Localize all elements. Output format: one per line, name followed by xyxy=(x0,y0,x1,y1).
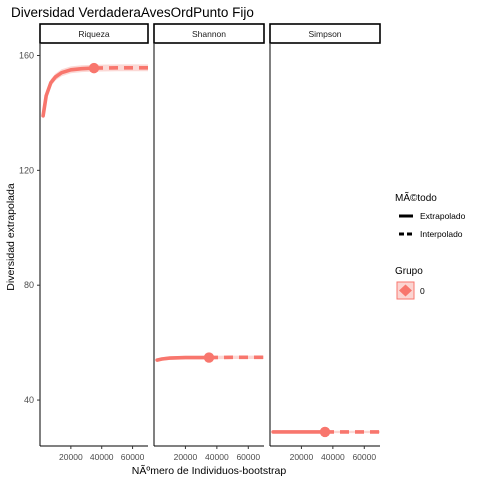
x-tick-label: 20000 xyxy=(174,452,198,462)
legend-method-item-label: Extrapolado xyxy=(420,211,466,221)
x-tick-label: 40000 xyxy=(321,452,345,462)
x-axis-title: NÃºmero de Individuos-bootstrap xyxy=(132,464,287,477)
facet-panels: Riqueza 20000 40000 60000 Shannon 20000 40000 6… xyxy=(40,24,380,462)
interpolated-line xyxy=(157,358,209,361)
facet-panel-simpson: Simpson 20000 40000 60000 xyxy=(270,24,380,462)
facet-strip-label: Shannon xyxy=(192,29,226,39)
x-tick-label: 60000 xyxy=(236,452,260,462)
reference-point xyxy=(89,63,99,73)
y-axis-title: Diversidad extrapolada xyxy=(5,183,17,291)
reference-point xyxy=(204,352,214,362)
facet-panel-riqueza: Riqueza 20000 40000 60000 xyxy=(40,24,148,462)
x-tick-label: 60000 xyxy=(352,452,376,462)
x-tick-label: 40000 xyxy=(205,452,229,462)
y-tick-label: 120 xyxy=(19,165,34,175)
facet-panel-shannon: Shannon 20000 40000 60000 xyxy=(154,24,264,462)
legend-method-title: MÃ©todo xyxy=(395,191,437,204)
facet-strip-label: Simpson xyxy=(308,29,341,39)
legend-group-title: Grupo xyxy=(395,266,423,277)
x-tick-label: 20000 xyxy=(59,452,83,462)
x-tick-label: 60000 xyxy=(121,452,145,462)
reference-point xyxy=(320,427,330,437)
legend-method-item-label: Interpolado xyxy=(420,229,463,239)
y-tick-label: 80 xyxy=(24,280,34,290)
y-tick-label: 160 xyxy=(19,50,34,60)
facet-strip-label: Riqueza xyxy=(78,29,109,39)
y-tick-label: 40 xyxy=(24,395,34,405)
y-axis: 40 80 120 160 xyxy=(19,50,40,405)
x-tick-label: 20000 xyxy=(290,452,314,462)
legend-group-item-label: 0 xyxy=(420,286,425,296)
interpolated-line xyxy=(43,68,94,116)
legend: MÃ©todo Extrapolado Interpolado Grupo 0 xyxy=(395,191,466,299)
x-tick-label: 40000 xyxy=(90,452,114,462)
chart-title: Diversidad VerdaderaAvesOrdPunto Fijo xyxy=(11,5,254,20)
